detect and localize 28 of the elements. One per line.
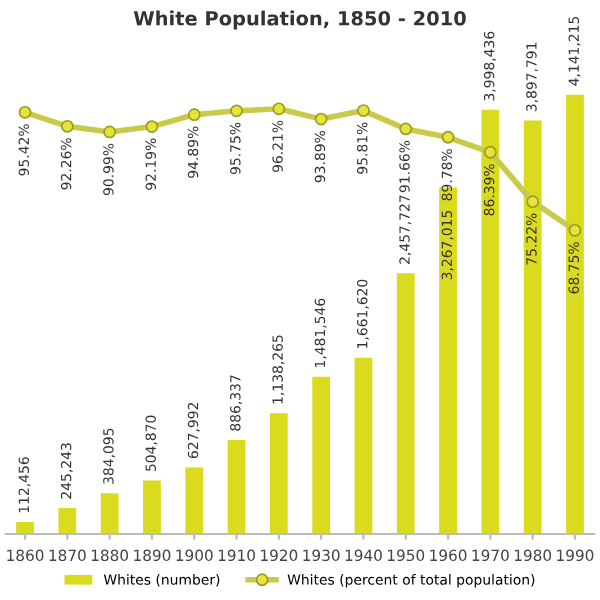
bar	[566, 94, 584, 534]
bar	[58, 507, 77, 534]
point	[187, 108, 201, 122]
point	[272, 102, 286, 116]
point	[145, 120, 159, 133]
bar	[16, 522, 34, 534]
bar	[100, 493, 119, 534]
bar	[269, 413, 288, 534]
point	[314, 112, 328, 126]
chart-title: White Population, 1850 - 2010	[133, 10, 466, 30]
bar	[185, 467, 204, 534]
bar	[143, 480, 161, 534]
point	[103, 125, 117, 139]
point	[526, 195, 540, 209]
bar	[481, 109, 500, 534]
bar	[523, 120, 542, 534]
point	[357, 104, 370, 117]
point	[18, 105, 32, 119]
point	[60, 119, 74, 133]
point	[399, 122, 413, 136]
bar	[396, 273, 415, 534]
point	[483, 145, 497, 159]
bar	[354, 357, 373, 534]
point	[230, 104, 243, 118]
bar	[227, 439, 246, 534]
point	[568, 223, 582, 237]
point	[441, 130, 455, 144]
bar	[312, 376, 331, 534]
